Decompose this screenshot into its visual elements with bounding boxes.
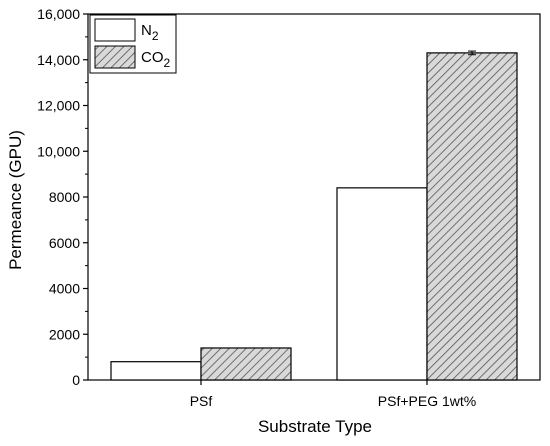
- x-tick-label: PSf: [190, 393, 213, 409]
- y-tick-label: 10,000: [37, 143, 80, 159]
- y-tick-label: 4000: [49, 281, 80, 297]
- y-axis-title: Permeance (GPU): [6, 130, 25, 270]
- y-tick-label: 12,000: [37, 98, 80, 114]
- x-axis-title: Substrate Type: [258, 417, 372, 436]
- legend-label-n2: N2: [141, 22, 159, 43]
- y-tick-label: 16,000: [37, 6, 80, 22]
- y-tick-label: 6000: [49, 235, 80, 251]
- y-tick-label: 8000: [49, 189, 80, 205]
- bar-co2-0: [200, 347, 292, 381]
- x-tick-label: PSf+PEG 1wt%: [378, 393, 476, 409]
- y-tick-label: 14,000: [37, 52, 80, 68]
- legend-swatch-n2: [94, 18, 136, 42]
- bar-co2-1: [426, 52, 518, 381]
- y-tick-label: 0: [72, 372, 80, 388]
- legend-label-co2: CO2: [141, 49, 171, 70]
- y-tick-label: 2000: [49, 326, 80, 342]
- legend-swatch-co2: [94, 45, 136, 69]
- bar-n2-1: [336, 187, 428, 381]
- bar-n2-0: [110, 361, 202, 381]
